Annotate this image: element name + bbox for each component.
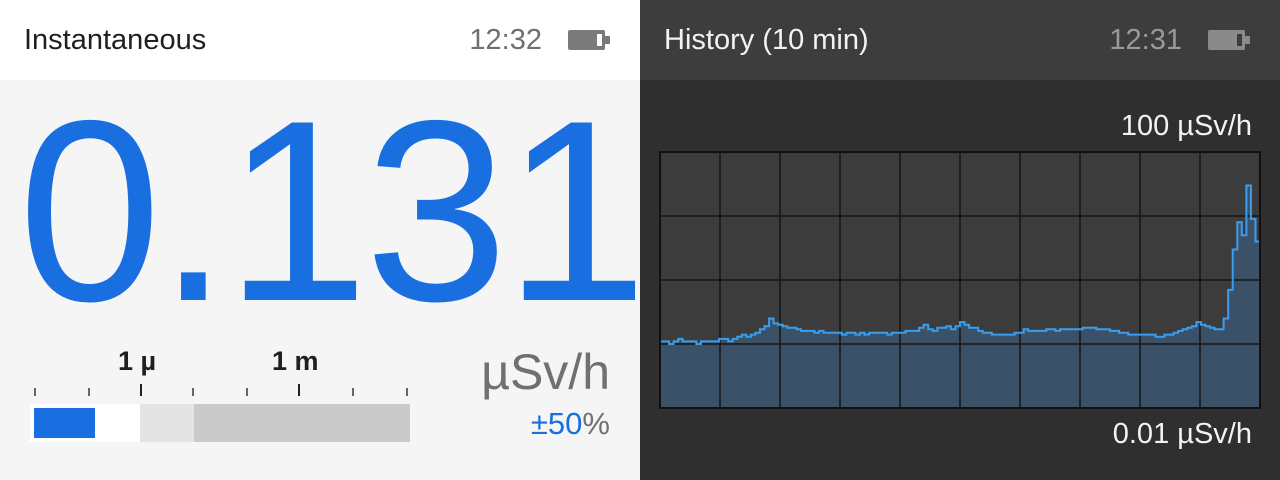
level-bar-band	[140, 404, 194, 442]
level-bar	[30, 404, 410, 442]
chart-range-min: 0.01 µSv/h	[1112, 418, 1252, 450]
uncertainty-label: ±50%	[531, 406, 610, 442]
clock: 12:32	[469, 24, 542, 56]
history-area	[660, 185, 1260, 408]
chart-frame	[659, 151, 1261, 409]
scale-tick	[352, 388, 354, 396]
history-chart	[659, 151, 1261, 409]
chart-grid	[660, 152, 1260, 408]
screen-title: Instantaneous	[24, 24, 207, 56]
status-bar: Instantaneous 12:32	[0, 0, 640, 80]
scale-tick	[140, 384, 142, 396]
scale-tick	[88, 388, 90, 396]
instantaneous-panel: Instantaneous 12:32 0.131 1 µ 1 m µSv/h …	[0, 0, 640, 480]
scale-label-micro: 1 µ	[118, 346, 157, 376]
history-line	[660, 184, 1260, 345]
dose-rate-value: 0.131	[18, 66, 640, 355]
scale-label-milli: 1 m	[272, 346, 319, 376]
status-bar: History (10 min) 12:31	[640, 0, 1280, 80]
chart-range-max: 100 µSv/h	[1120, 110, 1252, 142]
uncertainty-value: ±50	[530, 406, 583, 441]
uncertainty-unit: %	[582, 406, 610, 441]
scale-tick	[34, 388, 36, 396]
history-panel: History (10 min) 12:31 100 µSv/h 0.01 µS…	[640, 0, 1280, 480]
scale-tick	[298, 384, 300, 396]
level-bar-fill	[34, 408, 95, 438]
clock: 12:31	[1109, 24, 1182, 56]
screen-title: History (10 min)	[664, 24, 869, 56]
scale-tick	[246, 388, 248, 396]
scale-tick	[192, 388, 194, 396]
battery-icon	[568, 30, 610, 50]
unit-label: µSv/h	[481, 344, 610, 400]
battery-icon	[1208, 30, 1250, 50]
scale-tick	[406, 388, 408, 396]
